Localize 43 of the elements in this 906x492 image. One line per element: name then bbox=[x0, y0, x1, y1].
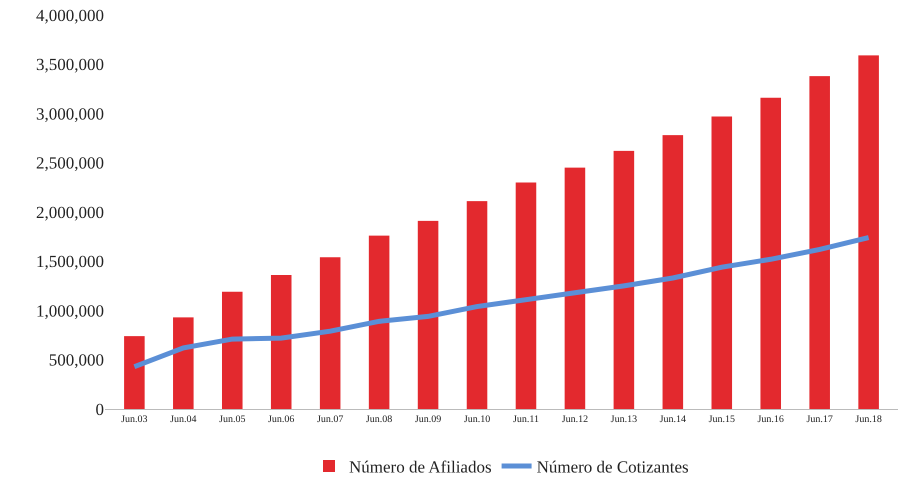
bar bbox=[124, 336, 145, 409]
x-tick-label: Jun.08 bbox=[366, 414, 392, 425]
bar bbox=[564, 168, 586, 409]
x-tick-label: Jun.13 bbox=[610, 414, 638, 425]
legend-label: Número de Afiliados bbox=[349, 458, 492, 477]
y-tick-label: 1,000,000 bbox=[36, 301, 104, 320]
y-tick-label: 1,500,000 bbox=[36, 252, 104, 272]
y-tick-label: 4,000,000 bbox=[36, 6, 104, 25]
x-tick-label: Jun.10 bbox=[464, 414, 490, 425]
y-tick-label: 500,000 bbox=[48, 350, 104, 370]
x-tick-label: Jun.12 bbox=[562, 414, 588, 425]
bar bbox=[760, 98, 782, 409]
x-tick-label: Jun.11 bbox=[512, 414, 539, 425]
x-tick-label: Jun.17 bbox=[806, 414, 833, 425]
x-tick-label: Jun.06 bbox=[268, 414, 294, 425]
y-tick-label: 2,500,000 bbox=[36, 154, 104, 173]
bar bbox=[222, 292, 243, 409]
y-tick-label: 3,500,000 bbox=[36, 55, 104, 74]
legend-label: Número de Cotizantes bbox=[536, 458, 689, 477]
bar bbox=[418, 220, 438, 409]
x-tick-label: Jun.05 bbox=[219, 414, 246, 425]
bar bbox=[662, 135, 684, 409]
y-tick-label: 2,000,000 bbox=[36, 202, 104, 222]
bar bbox=[320, 257, 340, 409]
bar bbox=[858, 55, 879, 409]
x-tick-label: Jun.09 bbox=[414, 414, 442, 425]
bar bbox=[173, 317, 194, 409]
bar bbox=[466, 201, 488, 409]
bar bbox=[614, 150, 634, 409]
y-tick-label: 3,000,000 bbox=[36, 104, 104, 124]
x-tick-label: Jun.18 bbox=[855, 414, 882, 425]
x-tick-label: Jun.15 bbox=[708, 414, 735, 425]
x-tick-label: Jun.04 bbox=[170, 414, 197, 425]
bar bbox=[516, 182, 536, 409]
bar bbox=[270, 275, 292, 409]
y-tick-label: 0 bbox=[96, 400, 104, 419]
bar bbox=[809, 76, 830, 409]
bar bbox=[712, 116, 732, 409]
x-tick-label: Jun.07 bbox=[316, 414, 344, 425]
bar bbox=[368, 236, 390, 409]
x-tick-label: Jun.16 bbox=[758, 414, 784, 425]
x-tick-label: Jun.03 bbox=[121, 414, 148, 425]
x-tick-label: Jun.14 bbox=[660, 414, 686, 425]
